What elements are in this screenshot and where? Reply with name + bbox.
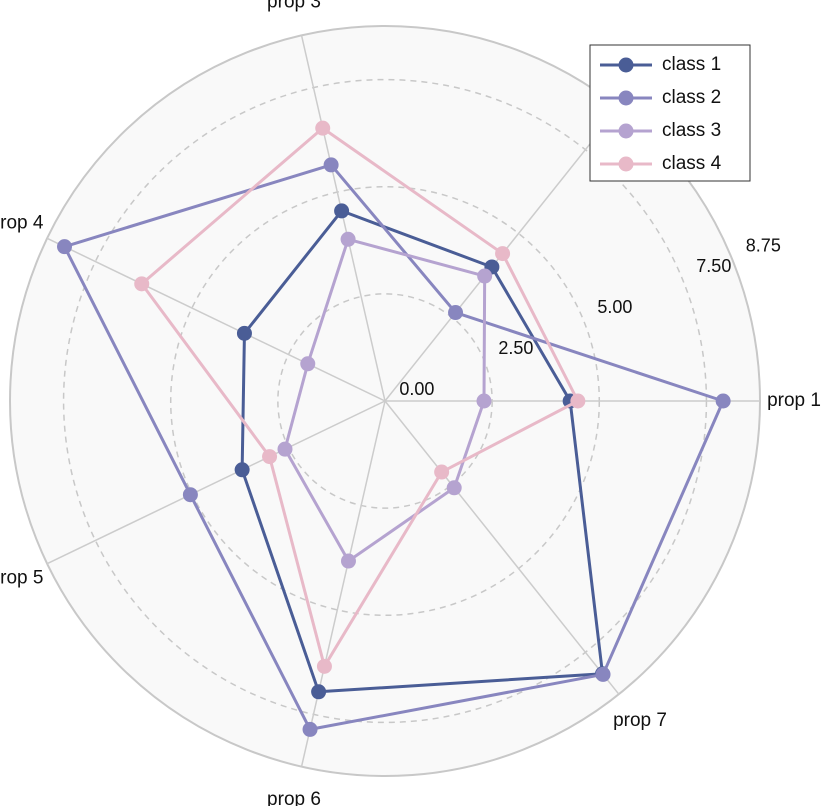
point — [277, 441, 293, 457]
r-tick-label: 0.00 — [399, 379, 434, 399]
point — [315, 120, 331, 136]
point — [434, 464, 450, 480]
spoke — [300, 35, 386, 402]
legend-marker — [618, 57, 634, 73]
series-line — [240, 209, 605, 694]
point — [446, 480, 462, 496]
point — [715, 393, 731, 409]
category-label: prop 5 — [0, 567, 43, 588]
point — [134, 276, 150, 292]
category-label: prop 3 — [267, 0, 321, 12]
point — [300, 356, 316, 372]
point — [182, 487, 198, 503]
legend-label: class 3 — [662, 120, 721, 141]
series-line — [140, 126, 580, 668]
series-line — [283, 237, 487, 563]
spoke — [46, 237, 386, 402]
legend-label: class 1 — [662, 54, 721, 75]
point — [302, 721, 318, 737]
legend-label: class 2 — [662, 87, 721, 108]
legend-marker — [618, 156, 634, 172]
r-tick-label: 7.50 — [696, 256, 731, 276]
point — [477, 268, 493, 284]
point — [236, 325, 252, 341]
point — [334, 203, 350, 219]
series-line — [63, 163, 725, 731]
point — [234, 462, 250, 478]
legend-label: class 4 — [662, 153, 722, 174]
spoke — [300, 400, 386, 767]
legend-box — [589, 44, 751, 182]
legend-marker — [618, 90, 634, 106]
point — [495, 246, 511, 262]
r-tick-label: 5.00 — [597, 297, 632, 317]
point — [316, 658, 332, 674]
category-label: prop 7 — [613, 710, 667, 731]
point — [311, 684, 327, 700]
r-tick-label: 8.75 — [746, 236, 781, 256]
spoke — [384, 400, 620, 695]
category-label: prop 4 — [0, 213, 44, 234]
point — [595, 666, 611, 682]
spoke — [46, 400, 386, 565]
r-tick-label: 2.50 — [498, 338, 533, 358]
legend-marker — [618, 123, 634, 139]
point — [448, 305, 464, 321]
legend: class 1 class 2 class 3 class 4 — [589, 44, 751, 182]
point — [340, 553, 356, 569]
point — [323, 157, 339, 173]
point — [340, 231, 356, 247]
point — [476, 393, 492, 409]
point — [57, 239, 73, 255]
category-label: prop 6 — [267, 789, 321, 806]
point — [262, 449, 278, 465]
category-label: prop 1 — [767, 390, 821, 411]
point — [570, 393, 586, 409]
